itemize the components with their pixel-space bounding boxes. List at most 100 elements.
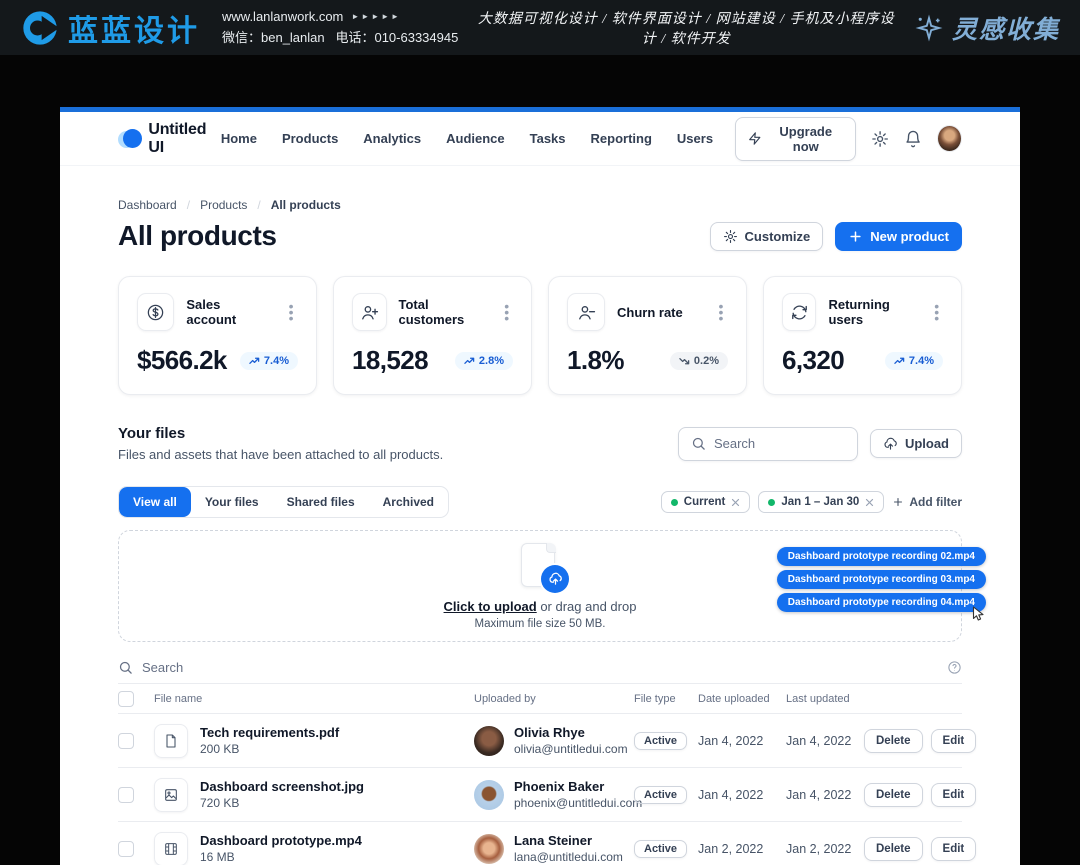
tab-shared-files[interactable]: Shared files [286, 495, 355, 509]
filter-chip-daterange[interactable]: Jan 1 – Jan 30 [758, 491, 885, 513]
files-search-input[interactable] [677, 426, 858, 461]
close-icon[interactable] [731, 498, 740, 507]
help-circle-icon[interactable] [947, 660, 962, 675]
col-date-uploaded[interactable]: Date uploaded [698, 692, 770, 705]
banner-website[interactable]: www.lanlanwork.com [222, 9, 344, 24]
breadcrumb-all-products[interactable]: All products [270, 198, 341, 212]
banner-contact-block: www.lanlanwork.com ►►►►► 微信：ben_lanlan 电… [222, 9, 458, 46]
dashboard-card: Untitled UI Home Products Analytics Audi… [60, 107, 1020, 865]
user-minus-icon [567, 293, 605, 331]
edit-button[interactable]: Edit [930, 836, 977, 861]
nav-item-audience[interactable]: Audience [446, 131, 505, 146]
app-brand-name: Untitled UI [148, 120, 207, 156]
upload-dropzone[interactable]: Click to upload or drag and drop Maximum… [118, 530, 962, 642]
nav-item-home[interactable]: Home [220, 131, 257, 146]
notifications-bell-icon[interactable] [904, 129, 922, 149]
tab-view-all[interactable]: View all [119, 487, 191, 517]
plus-icon [894, 497, 903, 507]
upload-button[interactable]: Upload [869, 429, 962, 458]
nav-item-reporting[interactable]: Reporting [590, 131, 652, 146]
upload-progress-chips: Dashboard prototype recording 02.mp4 Das… [776, 547, 986, 621]
col-file-name[interactable]: File name [154, 692, 203, 705]
filters: Current Jan 1 – Jan 30 Add filter [660, 491, 962, 513]
document-file-icon [154, 723, 188, 758]
app-brand[interactable]: Untitled UI [118, 121, 221, 157]
add-filter-button[interactable]: Add filter [892, 495, 962, 509]
cursor-icon [972, 606, 986, 622]
table-row: Dashboard screenshot.jpg 720 KB Phoenix … [118, 768, 977, 822]
image-file-icon [154, 777, 188, 812]
green-dot-icon [670, 498, 678, 506]
nav-item-products[interactable]: Products [281, 131, 339, 146]
status-badge: Active [634, 840, 688, 858]
edit-button[interactable]: Edit [930, 728, 977, 753]
delete-button[interactable]: Delete [864, 728, 923, 753]
banner-services: 大数据可视化设计 / 软件界面设计 / 网站建设 / 手机及小程序设计 / 软件… [477, 11, 895, 47]
click-to-upload-link[interactable]: Click to upload [443, 598, 537, 614]
avatar [474, 725, 504, 756]
col-file-type[interactable]: File type [634, 692, 676, 705]
customize-button[interactable]: Customize [709, 221, 824, 251]
new-product-button[interactable]: New product [835, 221, 962, 251]
green-dot-icon [768, 498, 776, 506]
tab-your-files[interactable]: Your files [204, 495, 259, 509]
file-name[interactable]: Tech requirements.pdf [200, 725, 340, 740]
table-row: Dashboard prototype.mp4 16 MB Lana Stein… [118, 822, 977, 865]
close-icon[interactable] [865, 498, 874, 507]
tab-archived[interactable]: Archived [382, 495, 434, 509]
user-avatar[interactable] [937, 125, 962, 152]
row-checkbox[interactable] [118, 786, 134, 803]
banner-arrows: ►►►►► [351, 12, 401, 21]
uploader-email: olivia@untitledui.com [514, 742, 628, 756]
nav-right: Upgrade now [735, 116, 962, 161]
last-updated: Jan 4, 2022 [786, 733, 852, 748]
breadcrumb-dashboard[interactable]: Dashboard [118, 198, 177, 212]
zap-icon [749, 132, 761, 145]
kebab-menu-icon[interactable]: • • • [718, 297, 724, 327]
table-search-placeholder: Search [142, 660, 184, 675]
uploader-email: phoenix@untitledui.com [514, 796, 643, 810]
row-checkbox[interactable] [118, 732, 134, 749]
kebab-menu-icon[interactable]: • • • [288, 297, 294, 327]
stat-title: Sales account [186, 297, 237, 327]
status-badge: Active [634, 786, 688, 804]
select-all-checkbox[interactable] [118, 690, 134, 707]
nav-item-tasks[interactable]: Tasks [529, 131, 566, 146]
last-updated: Jan 2, 2022 [786, 841, 852, 856]
uploader-name: Lana Steiner [514, 833, 593, 848]
col-uploaded-by[interactable]: Uploaded by [474, 692, 536, 705]
nav-item-users[interactable]: Users [676, 131, 714, 146]
avatar [474, 833, 504, 864]
kebab-menu-icon[interactable]: • • • [504, 297, 510, 327]
filter-chip-current[interactable]: Current [660, 491, 751, 513]
plus-icon [850, 230, 861, 242]
delete-button[interactable]: Delete [864, 836, 923, 861]
delete-button[interactable]: Delete [864, 782, 923, 807]
trend-up-icon [894, 357, 905, 364]
currency-dollar-circle-icon [137, 293, 175, 331]
table-search-bar[interactable]: Search [118, 652, 962, 684]
inspiration-collect[interactable]: 灵感收集 [914, 10, 1060, 46]
upload-chip[interactable]: Dashboard prototype recording 04.mp4 [776, 593, 986, 612]
lanlan-logo-icon [23, 10, 60, 45]
edit-button[interactable]: Edit [930, 782, 977, 807]
search-input[interactable] [713, 436, 845, 451]
row-checkbox[interactable] [118, 840, 134, 857]
page-title: All products [118, 220, 277, 251]
file-name[interactable]: Dashboard prototype.mp4 [200, 833, 362, 848]
upgrade-button[interactable]: Upgrade now [735, 116, 856, 161]
section-subtitle: Files and assets that have been attached… [118, 447, 444, 462]
site-logo-text: 蓝蓝设计 [68, 14, 200, 48]
breadcrumb-products[interactable]: Products [200, 198, 248, 212]
kebab-menu-icon[interactable]: • • • [934, 297, 940, 327]
nav-item-analytics[interactable]: Analytics [363, 131, 422, 146]
col-last-updated[interactable]: Last updated [786, 692, 850, 705]
settings-gear-icon[interactable] [871, 129, 889, 149]
file-name[interactable]: Dashboard screenshot.jpg [200, 779, 364, 794]
section-title: Your files [118, 425, 186, 442]
upload-chip[interactable]: Dashboard prototype recording 03.mp4 [776, 570, 986, 589]
untitled-ui-logo-icon [118, 127, 142, 151]
upload-chip[interactable]: Dashboard prototype recording 02.mp4 [776, 547, 986, 566]
file-size: 200 KB [200, 742, 240, 756]
site-logo[interactable]: 蓝蓝设计 [20, 6, 200, 50]
